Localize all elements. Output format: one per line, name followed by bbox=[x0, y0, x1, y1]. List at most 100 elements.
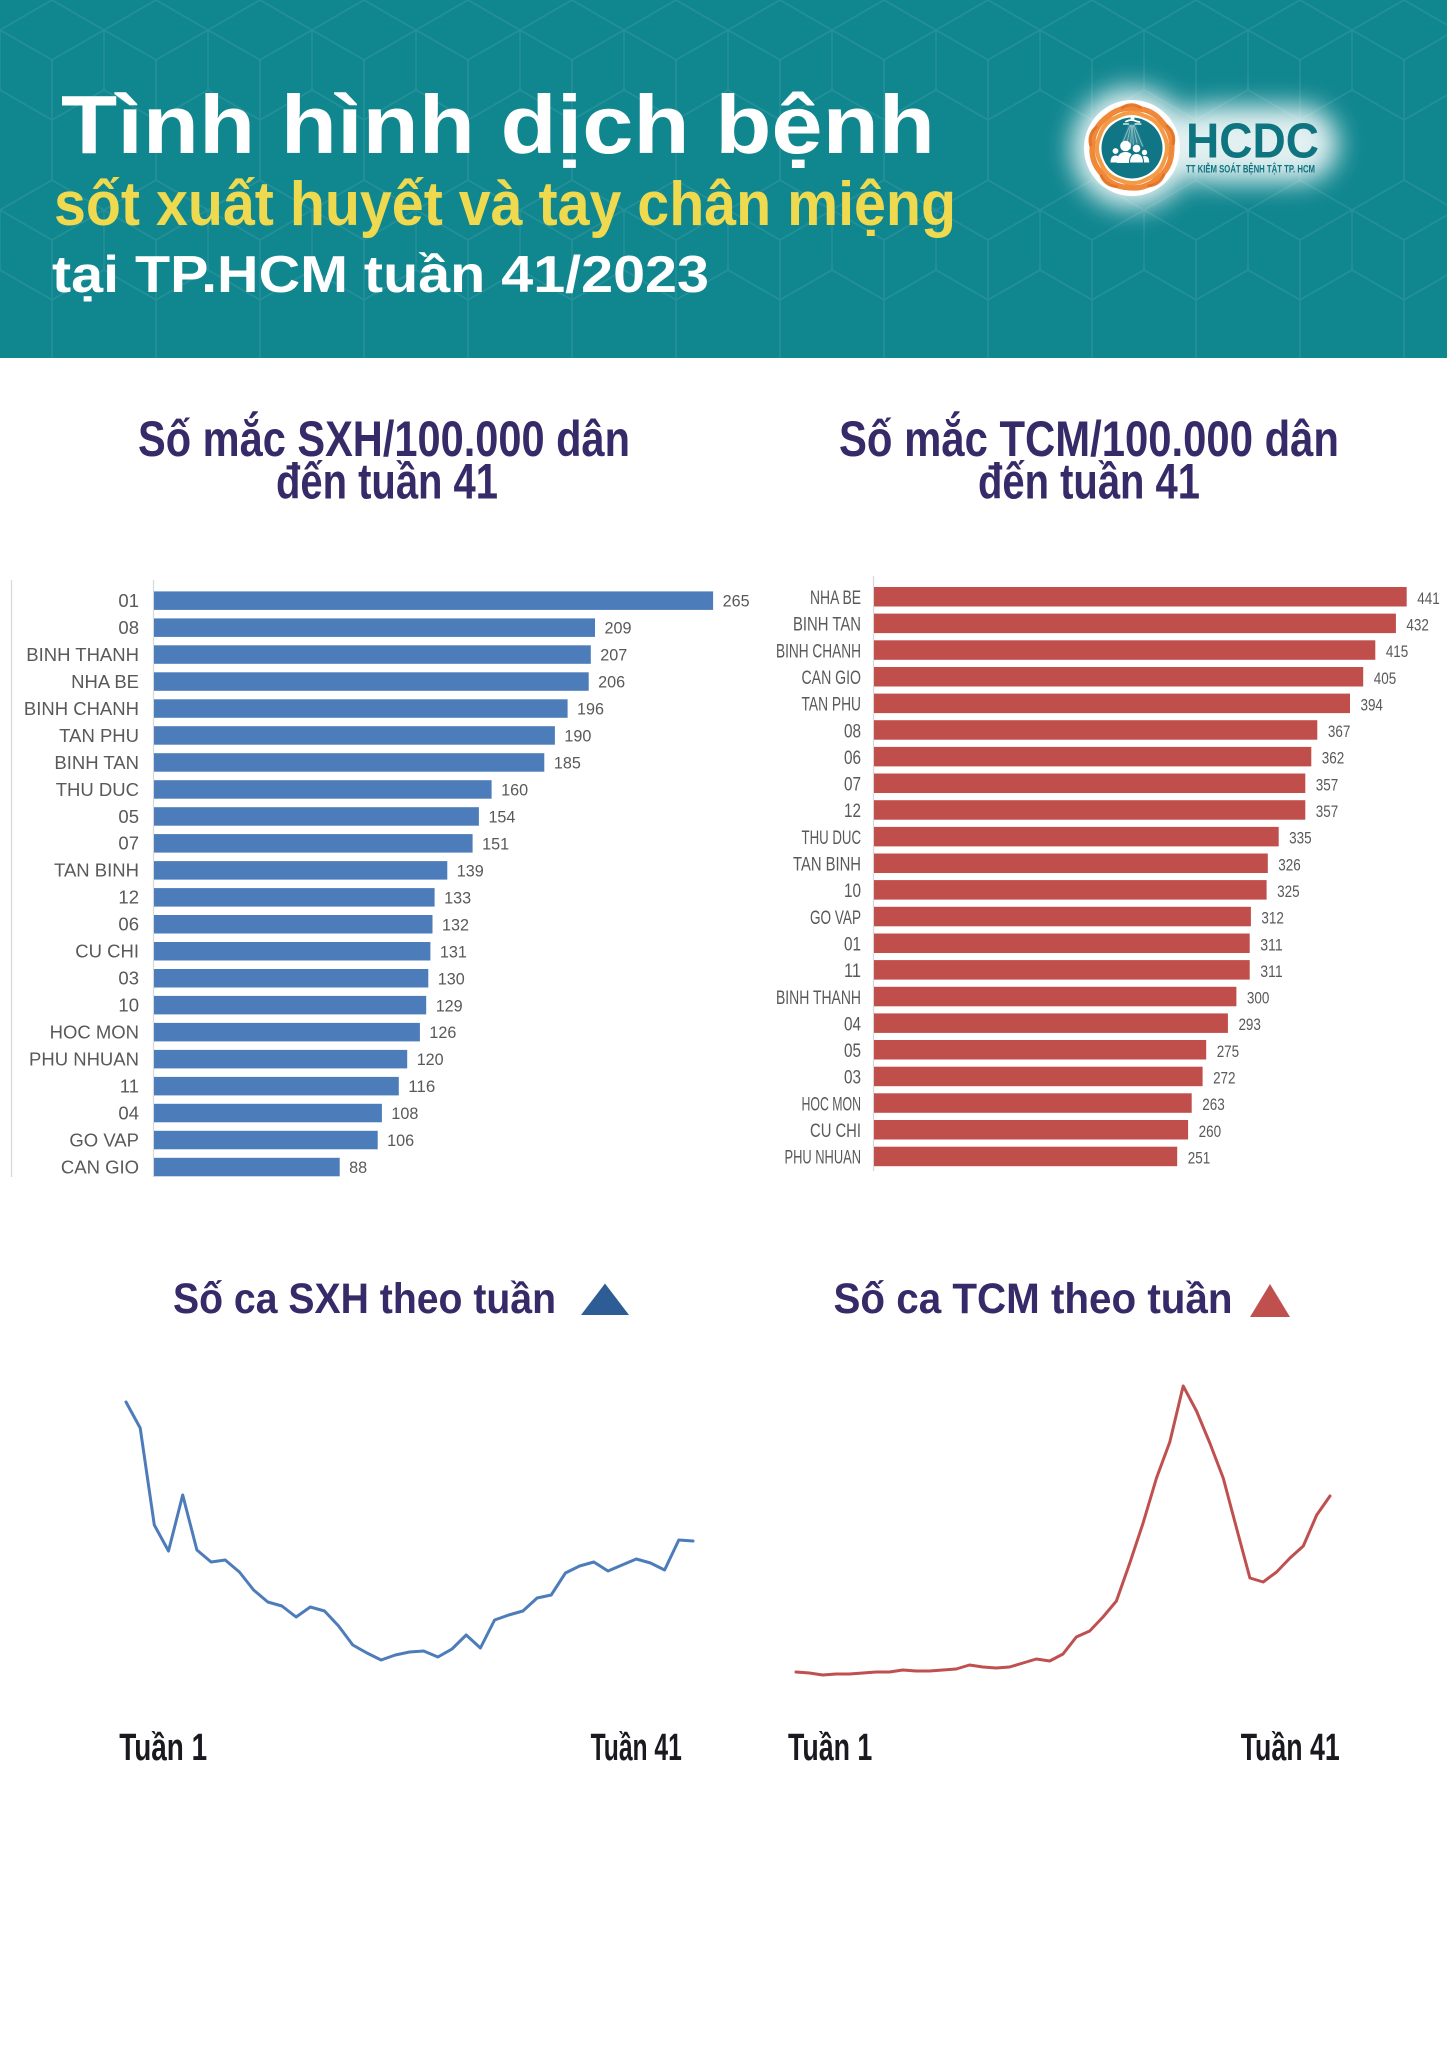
svg-text:405: 405 bbox=[1374, 669, 1397, 688]
svg-text:260: 260 bbox=[1199, 1122, 1222, 1141]
svg-text:11: 11 bbox=[844, 961, 861, 982]
svg-text:131: 131 bbox=[440, 942, 467, 961]
svg-text:PHU NHUAN: PHU NHUAN bbox=[29, 1048, 139, 1069]
svg-text:03: 03 bbox=[118, 968, 139, 989]
svg-text:312: 312 bbox=[1261, 909, 1284, 928]
svg-text:11: 11 bbox=[120, 1075, 139, 1096]
svg-text:BINH TAN: BINH TAN bbox=[54, 752, 139, 773]
svg-text:130: 130 bbox=[438, 969, 465, 988]
svg-text:BINH TAN: BINH TAN bbox=[793, 615, 861, 636]
svg-text:HOC MON: HOC MON bbox=[50, 1022, 139, 1043]
svg-text:106: 106 bbox=[387, 1131, 414, 1150]
svg-text:126: 126 bbox=[429, 1023, 456, 1042]
svg-text:432: 432 bbox=[1406, 615, 1429, 634]
svg-text:Tình hình dịch bệnh: Tình hình dịch bệnh bbox=[61, 78, 935, 171]
svg-text:05: 05 bbox=[118, 806, 139, 827]
svg-text:GO VAP: GO VAP bbox=[810, 908, 861, 929]
svg-text:196: 196 bbox=[577, 700, 604, 719]
svg-text:300: 300 bbox=[1247, 989, 1270, 1008]
svg-text:BINH THANH: BINH THANH bbox=[26, 644, 139, 665]
svg-text:08: 08 bbox=[844, 721, 861, 742]
svg-text:265: 265 bbox=[723, 592, 750, 611]
svg-text:133: 133 bbox=[444, 888, 471, 907]
svg-text:132: 132 bbox=[442, 915, 469, 934]
svg-text:251: 251 bbox=[1188, 1148, 1211, 1167]
svg-text:362: 362 bbox=[1322, 749, 1345, 768]
svg-text:TAN BINH: TAN BINH bbox=[54, 860, 139, 881]
svg-text:HCDC: HCDC bbox=[1186, 114, 1319, 168]
svg-text:Tuần 1: Tuần 1 bbox=[788, 1727, 872, 1769]
svg-text:sốt xuất huyết và tay chân miệ: sốt xuất huyết và tay chân miệng bbox=[54, 170, 956, 239]
svg-text:116: 116 bbox=[408, 1077, 435, 1096]
svg-text:06: 06 bbox=[118, 914, 139, 935]
svg-text:185: 185 bbox=[554, 754, 581, 773]
svg-text:154: 154 bbox=[488, 807, 515, 826]
svg-text:12: 12 bbox=[844, 801, 861, 822]
svg-text:151: 151 bbox=[482, 834, 509, 853]
svg-text:BINH CHANH: BINH CHANH bbox=[776, 641, 861, 662]
svg-text:HOC MON: HOC MON bbox=[802, 1094, 862, 1115]
svg-text:THU DUC: THU DUC bbox=[56, 779, 139, 800]
svg-text:10: 10 bbox=[844, 881, 861, 902]
svg-text:Số ca TCM theo tuần: Số ca TCM theo tuần bbox=[834, 1275, 1233, 1323]
svg-text:139: 139 bbox=[457, 861, 484, 880]
svg-text:10: 10 bbox=[118, 995, 139, 1016]
svg-text:275: 275 bbox=[1217, 1042, 1240, 1061]
svg-text:TT KIỄM SOÁT BỆNH TẬT TP. HCM: TT KIỄM SOÁT BỆNH TẬT TP. HCM bbox=[1186, 163, 1315, 176]
svg-text:GO VAP: GO VAP bbox=[69, 1129, 139, 1150]
svg-text:209: 209 bbox=[604, 619, 631, 638]
svg-text:Tuần 1: Tuần 1 bbox=[119, 1727, 207, 1769]
svg-text:441: 441 bbox=[1417, 589, 1440, 608]
svg-text:05: 05 bbox=[844, 1041, 861, 1062]
svg-text:tại TP.HCM tuần 41/2023: tại TP.HCM tuần 41/2023 bbox=[52, 246, 709, 304]
svg-text:CU CHI: CU CHI bbox=[75, 941, 139, 962]
svg-text:Số ca SXH theo tuần: Số ca SXH theo tuần bbox=[173, 1275, 556, 1323]
svg-text:PHU NHUAN: PHU NHUAN bbox=[785, 1148, 862, 1169]
svg-text:108: 108 bbox=[391, 1104, 418, 1123]
svg-text:311: 311 bbox=[1260, 962, 1283, 981]
svg-text:03: 03 bbox=[844, 1068, 861, 1089]
svg-text:190: 190 bbox=[564, 727, 591, 746]
svg-text:120: 120 bbox=[417, 1050, 444, 1069]
svg-text:88: 88 bbox=[349, 1158, 367, 1177]
svg-text:326: 326 bbox=[1278, 855, 1301, 874]
svg-text:NHA BE: NHA BE bbox=[810, 588, 861, 609]
svg-text:NHA BE: NHA BE bbox=[71, 671, 139, 692]
svg-text:BINH THANH: BINH THANH bbox=[776, 988, 861, 1009]
svg-text:TAN BINH: TAN BINH bbox=[793, 855, 861, 876]
svg-text:311: 311 bbox=[1260, 935, 1283, 954]
svg-text:07: 07 bbox=[844, 775, 861, 796]
svg-text:367: 367 bbox=[1328, 722, 1351, 741]
svg-text:07: 07 bbox=[118, 833, 139, 854]
svg-text:160: 160 bbox=[501, 780, 528, 799]
svg-text:đến tuần 41: đến tuần 41 bbox=[276, 454, 498, 510]
svg-text:Số mắc SXH/100.000 dân: Số mắc SXH/100.000 dân bbox=[138, 411, 630, 467]
svg-text:01: 01 bbox=[844, 934, 861, 955]
svg-text:THU DUC: THU DUC bbox=[802, 828, 862, 849]
svg-text:263: 263 bbox=[1202, 1095, 1225, 1114]
svg-text:335: 335 bbox=[1289, 829, 1312, 848]
svg-text:TAN PHU: TAN PHU bbox=[59, 725, 139, 746]
svg-text:293: 293 bbox=[1238, 1015, 1261, 1034]
svg-text:357: 357 bbox=[1316, 775, 1339, 794]
svg-text:325: 325 bbox=[1277, 882, 1300, 901]
svg-text:206: 206 bbox=[598, 673, 625, 692]
svg-text:Số mắc TCM/100.000 dân: Số mắc TCM/100.000 dân bbox=[839, 411, 1339, 467]
svg-text:CU CHI: CU CHI bbox=[810, 1121, 861, 1142]
svg-text:06: 06 bbox=[844, 748, 861, 769]
svg-text:272: 272 bbox=[1213, 1069, 1236, 1088]
svg-text:04: 04 bbox=[844, 1014, 861, 1035]
svg-text:CAN GIO: CAN GIO bbox=[802, 668, 862, 689]
svg-text:Tuần 41: Tuần 41 bbox=[591, 1727, 682, 1769]
svg-text:TAN PHU: TAN PHU bbox=[802, 695, 862, 716]
svg-text:01: 01 bbox=[118, 590, 139, 611]
svg-text:207: 207 bbox=[600, 646, 627, 665]
svg-text:08: 08 bbox=[118, 617, 139, 638]
svg-text:Tuần 41: Tuần 41 bbox=[1241, 1727, 1340, 1769]
svg-text:357: 357 bbox=[1316, 802, 1339, 821]
svg-text:04: 04 bbox=[118, 1102, 139, 1123]
svg-text:415: 415 bbox=[1386, 642, 1409, 661]
svg-text:CAN GIO: CAN GIO bbox=[61, 1156, 139, 1177]
svg-text:12: 12 bbox=[118, 887, 139, 908]
svg-text:394: 394 bbox=[1360, 695, 1383, 714]
